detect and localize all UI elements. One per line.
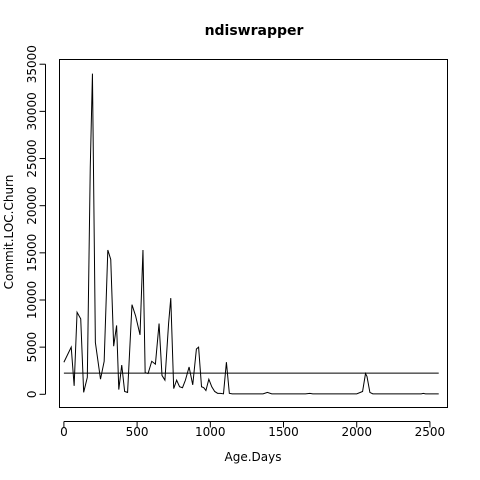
x-tick-label: 1000 [195, 425, 226, 439]
y-tick-label: 30000 [25, 92, 39, 130]
series-line-0 [63, 73, 439, 395]
plot-area [59, 59, 448, 408]
y-axis-label: Commit.LOC.Churn [2, 175, 16, 290]
x-tick-label: 1500 [268, 425, 299, 439]
y-tick-label: 5000 [25, 332, 39, 363]
x-tick-label: 0 [60, 425, 68, 439]
y-tick-label: 0 [25, 390, 39, 398]
y-tick-label: 10000 [25, 281, 39, 319]
x-tick-label: 500 [126, 425, 149, 439]
x-tick-label: 2000 [341, 425, 372, 439]
y-tick-label: 15000 [25, 234, 39, 272]
y-axis: 0 5000 10000 15000 20000 25000 30000 35000 [25, 45, 46, 398]
series-layer [63, 73, 439, 395]
chart-title: ndiswrapper [205, 23, 304, 39]
y-tick-label: 25000 [25, 139, 39, 177]
x-axis: 0 500 1000 1500 2000 2500 [60, 421, 446, 439]
y-tick-label: 20000 [25, 187, 39, 225]
x-tick-label: 2500 [415, 425, 446, 439]
y-tick-label: 35000 [25, 45, 39, 83]
x-axis-label: Age.Days [225, 450, 282, 464]
